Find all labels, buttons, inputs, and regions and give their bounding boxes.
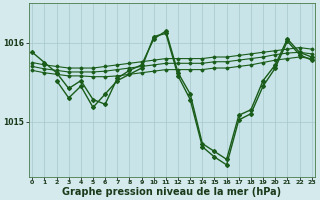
X-axis label: Graphe pression niveau de la mer (hPa): Graphe pression niveau de la mer (hPa) — [62, 187, 282, 197]
